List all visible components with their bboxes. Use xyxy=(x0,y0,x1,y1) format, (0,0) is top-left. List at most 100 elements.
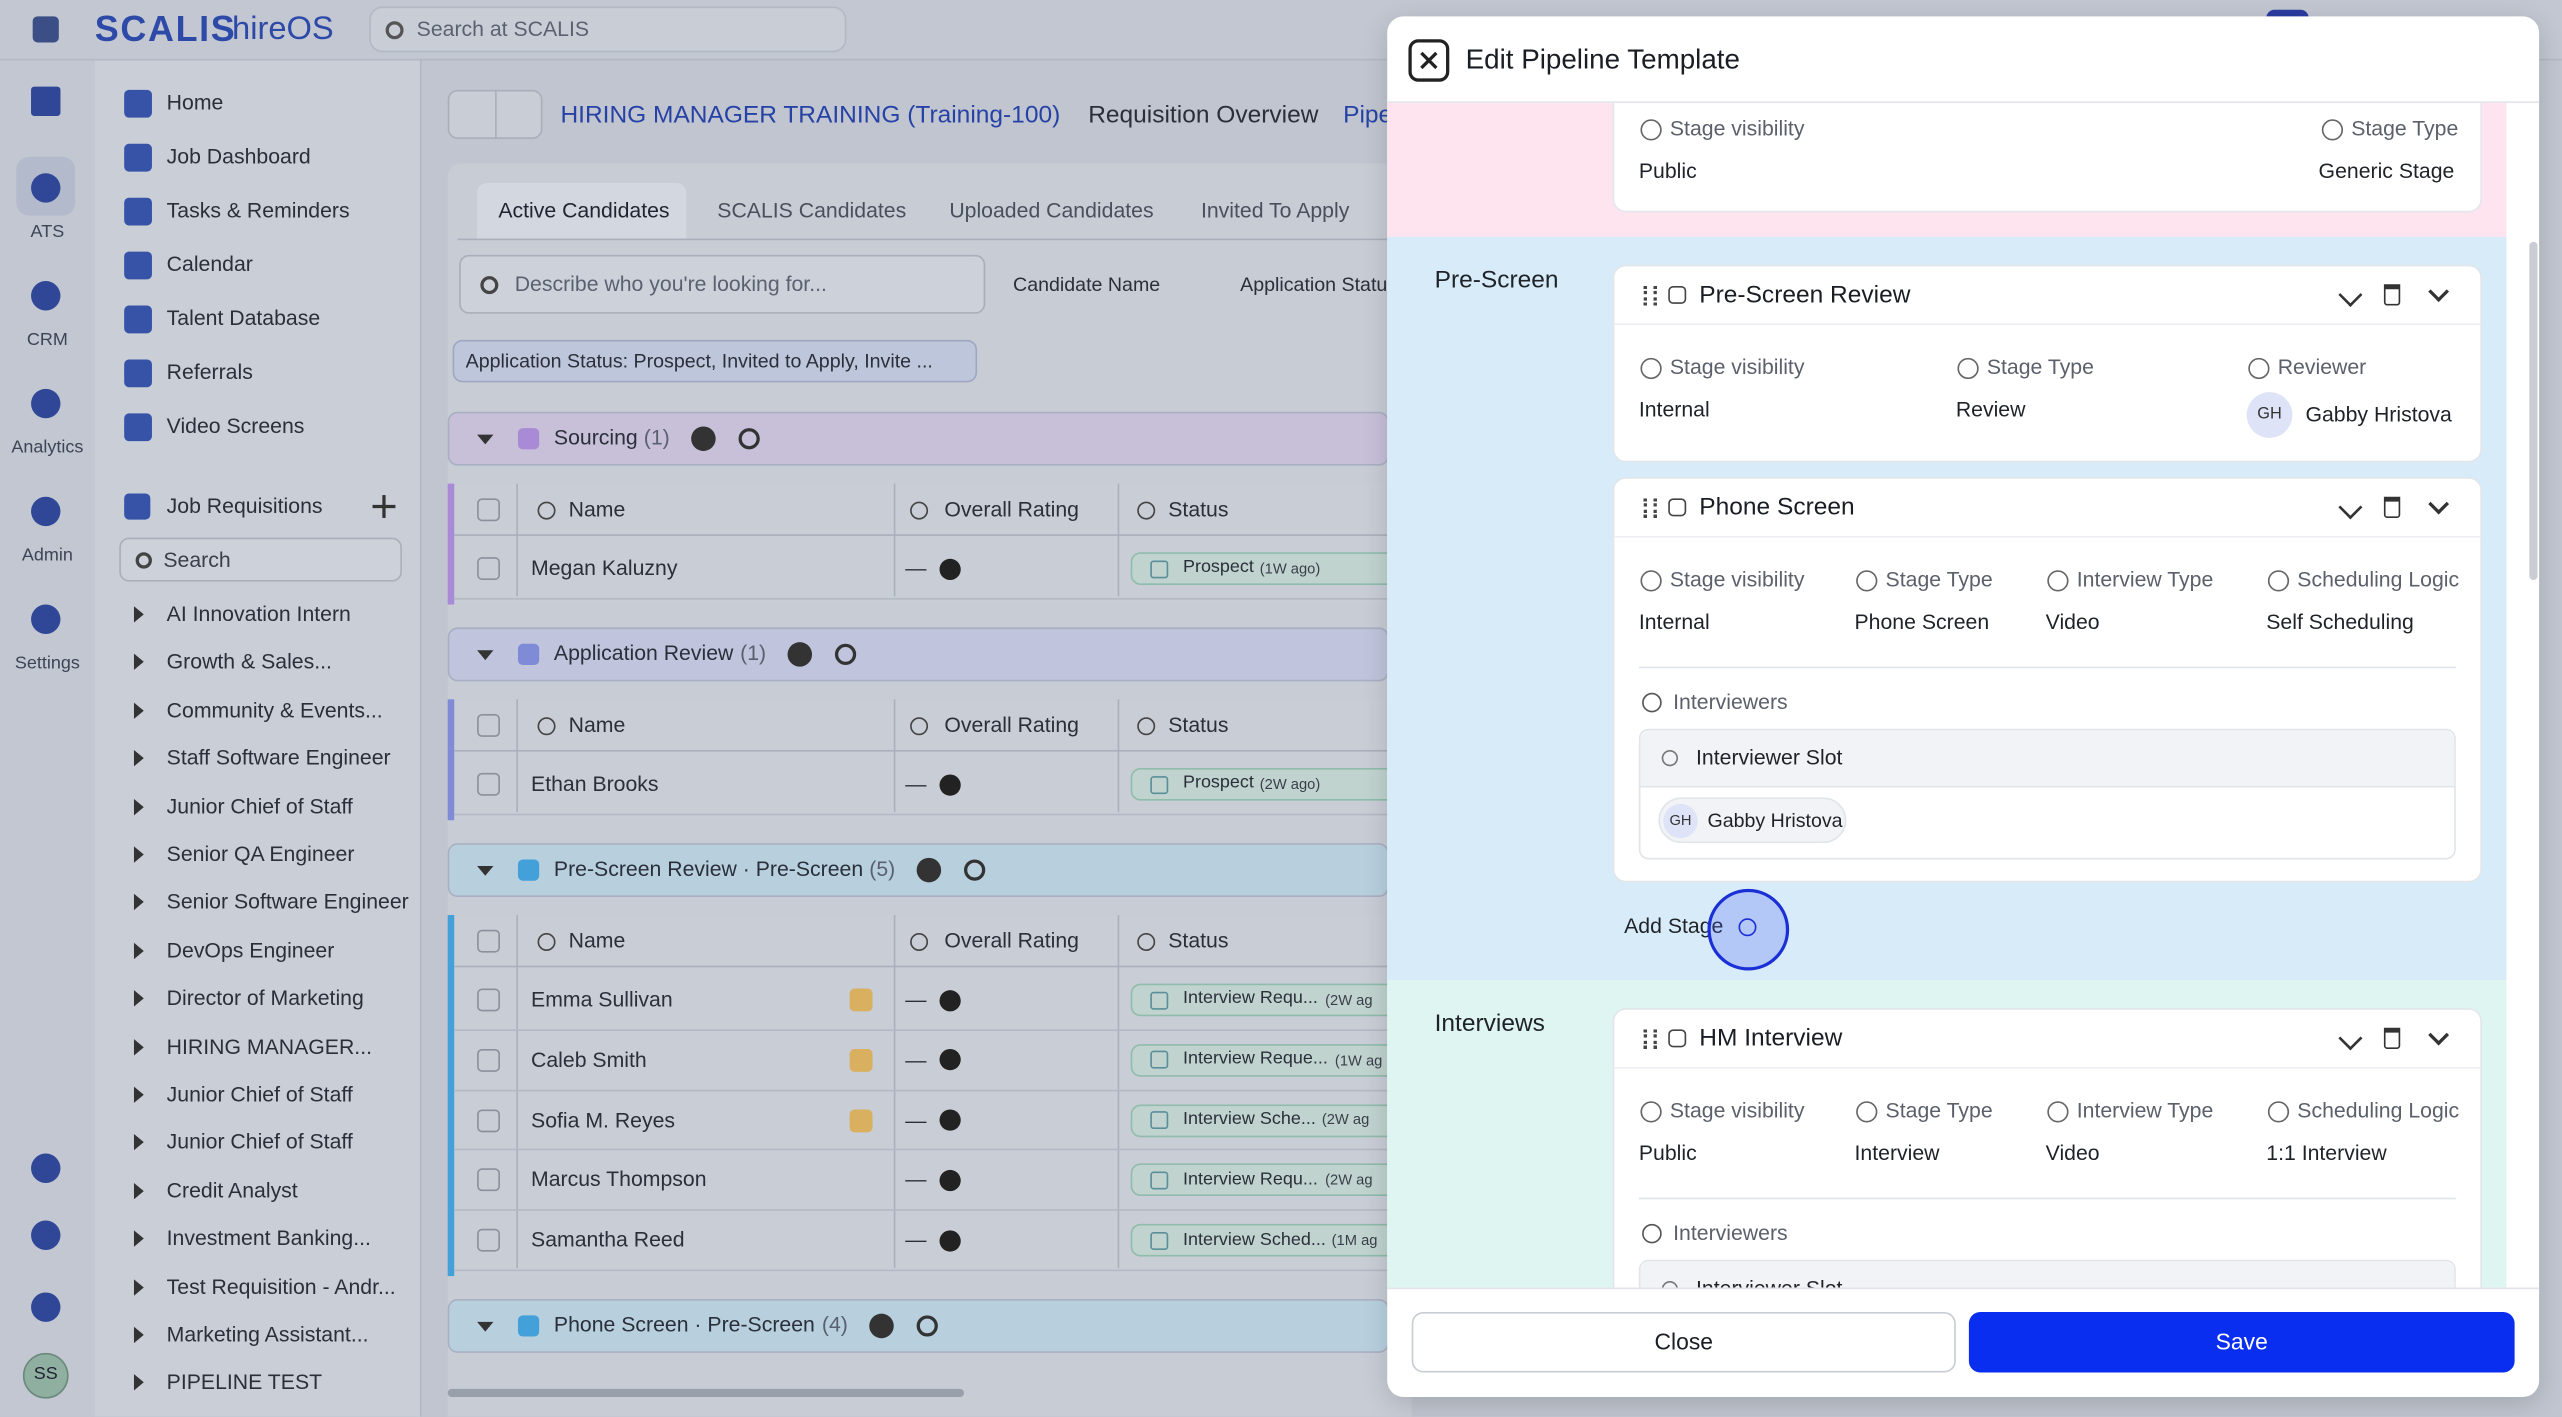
checkbox xyxy=(477,772,500,796)
nav-item[interactable]: Video Screens xyxy=(166,413,305,438)
icon xyxy=(479,275,498,294)
requisition[interactable]: Senior Software Engineer xyxy=(166,889,409,914)
requisition[interactable]: AI Innovation Intern xyxy=(166,601,351,626)
row[interactable] xyxy=(454,1211,1389,1272)
delete-btn[interactable] xyxy=(2383,496,2401,518)
req-search[interactable] xyxy=(119,537,402,582)
requisition[interactable]: Senior QA Engineer xyxy=(166,841,355,866)
icon xyxy=(938,557,960,580)
requisition[interactable]: Staff Software Engineer xyxy=(166,745,391,770)
requisition[interactable]: Credit Analyst xyxy=(166,1177,298,1203)
status-pill xyxy=(1130,1163,1409,1197)
col-sep xyxy=(1117,483,1120,597)
save-label[interactable]: Save xyxy=(2215,1328,2268,1355)
row[interactable] xyxy=(454,1091,1389,1151)
chip xyxy=(452,339,978,383)
close-label[interactable]: Close xyxy=(1654,1328,1713,1355)
requisition[interactable]: Director of Marketing xyxy=(166,985,364,1010)
col-sep xyxy=(893,915,896,1268)
rail-label[interactable]: Analytics xyxy=(11,438,84,458)
icon xyxy=(938,1169,960,1191)
icon xyxy=(1667,285,1686,304)
icon xyxy=(909,716,928,735)
icon xyxy=(31,496,61,527)
delete-btn[interactable] xyxy=(2383,284,2401,306)
icon xyxy=(517,1314,539,1336)
rail-label[interactable]: Settings xyxy=(14,654,80,674)
requisition[interactable]: Test Requisition - Andr... xyxy=(166,1273,396,1299)
candidate-name: Sofia M. Reyes xyxy=(531,1106,676,1132)
nav-item[interactable]: Calendar xyxy=(166,251,253,276)
status-pill xyxy=(1130,767,1409,801)
icon xyxy=(536,932,555,951)
requisition[interactable]: Junior Chief of Staff xyxy=(166,1129,353,1155)
status-time: (2W ag xyxy=(1321,1111,1370,1128)
requisition[interactable]: HIRING MANAGER... xyxy=(166,1033,373,1058)
nav-item[interactable]: Tasks & Reminders xyxy=(166,197,350,223)
requisition[interactable]: DevOps Engineer xyxy=(166,937,335,962)
row[interactable] xyxy=(454,1151,1389,1212)
requisition[interactable]: Community & Events... xyxy=(166,697,383,722)
group-count: (5) xyxy=(869,856,896,881)
tab[interactable]: Invited To Apply xyxy=(1200,197,1350,223)
requisition[interactable]: Junior Chief of Staff xyxy=(166,1081,353,1106)
tab[interactable]: SCALIS Candidates xyxy=(717,197,907,223)
row[interactable] xyxy=(454,971,1389,1031)
slot-head xyxy=(1640,730,2455,788)
field-label: Interview Type xyxy=(2076,1097,2214,1123)
nav-item[interactable]: Referrals xyxy=(166,359,253,384)
icon xyxy=(2320,118,2343,140)
close-button[interactable] xyxy=(1411,1312,1956,1373)
breadcrumb[interactable]: Pipe xyxy=(1343,100,1393,129)
icon xyxy=(1642,692,1662,713)
requisition[interactable]: Growth & Sales... xyxy=(166,649,332,674)
nav-btns[interactable] xyxy=(447,89,543,139)
field-value: Video xyxy=(2045,1140,2100,1165)
checkbox xyxy=(477,1229,500,1252)
group-header[interactable] xyxy=(447,411,1389,466)
nav-item[interactable]: Job Dashboard xyxy=(166,143,311,169)
column-header: Overall Rating xyxy=(944,496,1080,522)
rail-label[interactable]: Admin xyxy=(21,546,73,566)
icon xyxy=(1149,1111,1168,1130)
rail-label[interactable]: ATS xyxy=(30,222,65,243)
checkbox xyxy=(477,1108,500,1132)
row[interactable] xyxy=(454,755,1389,815)
status-time: (1W ag xyxy=(1334,1051,1383,1068)
avatar xyxy=(2246,392,2293,438)
field-value: 1:1 Interview xyxy=(2266,1140,2387,1165)
filter[interactable]: Application Status xyxy=(1240,272,1398,296)
icon xyxy=(2046,569,2068,591)
tab[interactable]: Active Candidates xyxy=(498,197,670,223)
breadcrumb[interactable]: Requisition Overview xyxy=(1088,100,1319,129)
column-header: Name xyxy=(568,712,626,737)
rail-avatar xyxy=(22,1352,69,1399)
requisition[interactable]: PIPELINE TEST xyxy=(166,1369,323,1395)
requisition[interactable]: Investment Banking... xyxy=(166,1225,371,1251)
field-value: Video xyxy=(2045,609,2100,634)
nav-item[interactable]: Home xyxy=(166,89,224,115)
close-icon[interactable] xyxy=(1408,39,1450,82)
add-stage[interactable]: Add Stage xyxy=(1624,913,1724,938)
icon xyxy=(1667,497,1686,516)
row[interactable] xyxy=(454,1031,1389,1091)
ai-search[interactable] xyxy=(459,254,986,314)
filter[interactable]: Candidate Name xyxy=(1013,272,1161,296)
group-title: Sourcing xyxy=(553,424,638,450)
requisition[interactable]: Junior Chief of Staff xyxy=(166,793,353,818)
icon xyxy=(123,412,152,441)
icon xyxy=(2046,1100,2068,1122)
field-label: Stage visibility xyxy=(1669,115,1805,141)
row[interactable] xyxy=(454,539,1389,600)
group-header[interactable] xyxy=(447,627,1389,682)
delete-btn[interactable] xyxy=(2383,1027,2401,1049)
requisition[interactable]: Marketing Assistant... xyxy=(166,1321,369,1347)
icon xyxy=(2267,1100,2289,1122)
checkbox xyxy=(477,714,500,737)
search-box[interactable] xyxy=(369,6,847,53)
save-button[interactable] xyxy=(1968,1312,2515,1373)
tab[interactable]: Uploaded Candidates xyxy=(949,197,1154,223)
rail-label[interactable]: CRM xyxy=(26,330,68,351)
nav-item[interactable]: Talent Database xyxy=(166,305,321,330)
breadcrumb[interactable]: HIRING MANAGER TRAINING (Training-100) xyxy=(560,100,1061,129)
